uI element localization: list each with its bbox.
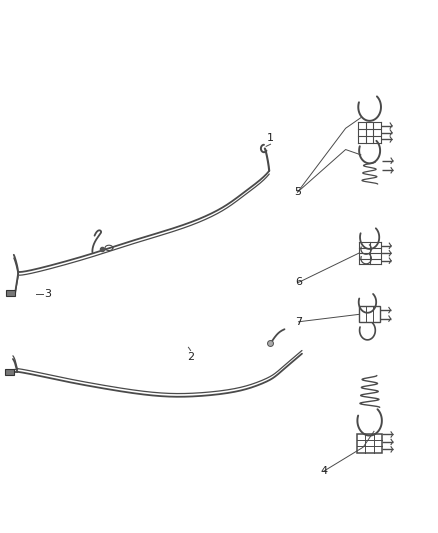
Bar	[7, 290, 15, 296]
Bar	[359, 306, 380, 322]
Text: 5: 5	[294, 187, 301, 197]
Text: 1: 1	[267, 133, 274, 143]
Bar	[357, 434, 382, 453]
Text: 4: 4	[320, 466, 327, 476]
Bar	[5, 368, 14, 375]
Text: 7: 7	[295, 317, 302, 327]
Text: 6: 6	[295, 278, 302, 287]
Text: 2: 2	[187, 352, 194, 362]
Text: 3: 3	[44, 289, 51, 299]
